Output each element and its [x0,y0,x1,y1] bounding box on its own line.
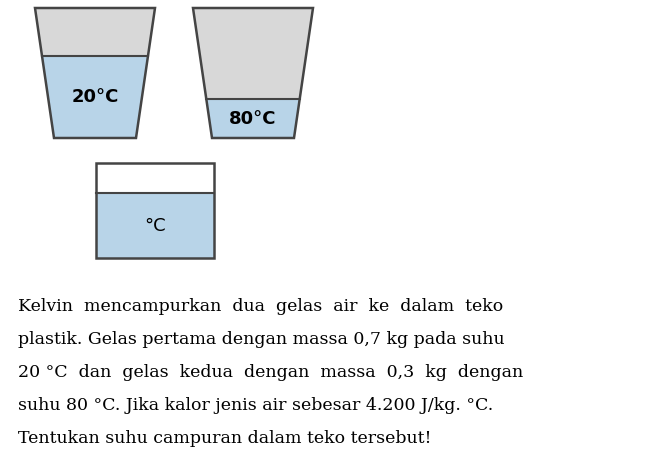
Polygon shape [193,8,313,99]
Text: Tentukan suhu campuran dalam teko tersebut!: Tentukan suhu campuran dalam teko terseb… [18,430,432,447]
Polygon shape [206,99,300,138]
Bar [96,163,214,193]
Text: Kelvin  mencampurkan  dua  gelas  air  ke  dalam  teko: Kelvin mencampurkan dua gelas air ke dal… [18,298,503,315]
Bar [96,193,214,258]
Text: °C: °C [144,217,165,235]
Text: plastik. Gelas pertama dengan massa 0,7 kg pada suhu: plastik. Gelas pertama dengan massa 0,7 … [18,331,505,348]
Polygon shape [42,56,148,138]
Text: 20°C: 20°C [71,88,119,106]
Polygon shape [35,8,155,56]
Text: suhu 80 °C. Jika kalor jenis air sebesar 4.200 J/kg. °C.: suhu 80 °C. Jika kalor jenis air sebesar… [18,397,493,414]
Text: 80°C: 80°C [229,109,276,127]
Bar [96,163,214,258]
Text: 20 °C  dan  gelas  kedua  dengan  massa  0,3  kg  dengan: 20 °C dan gelas kedua dengan massa 0,3 k… [18,364,523,381]
